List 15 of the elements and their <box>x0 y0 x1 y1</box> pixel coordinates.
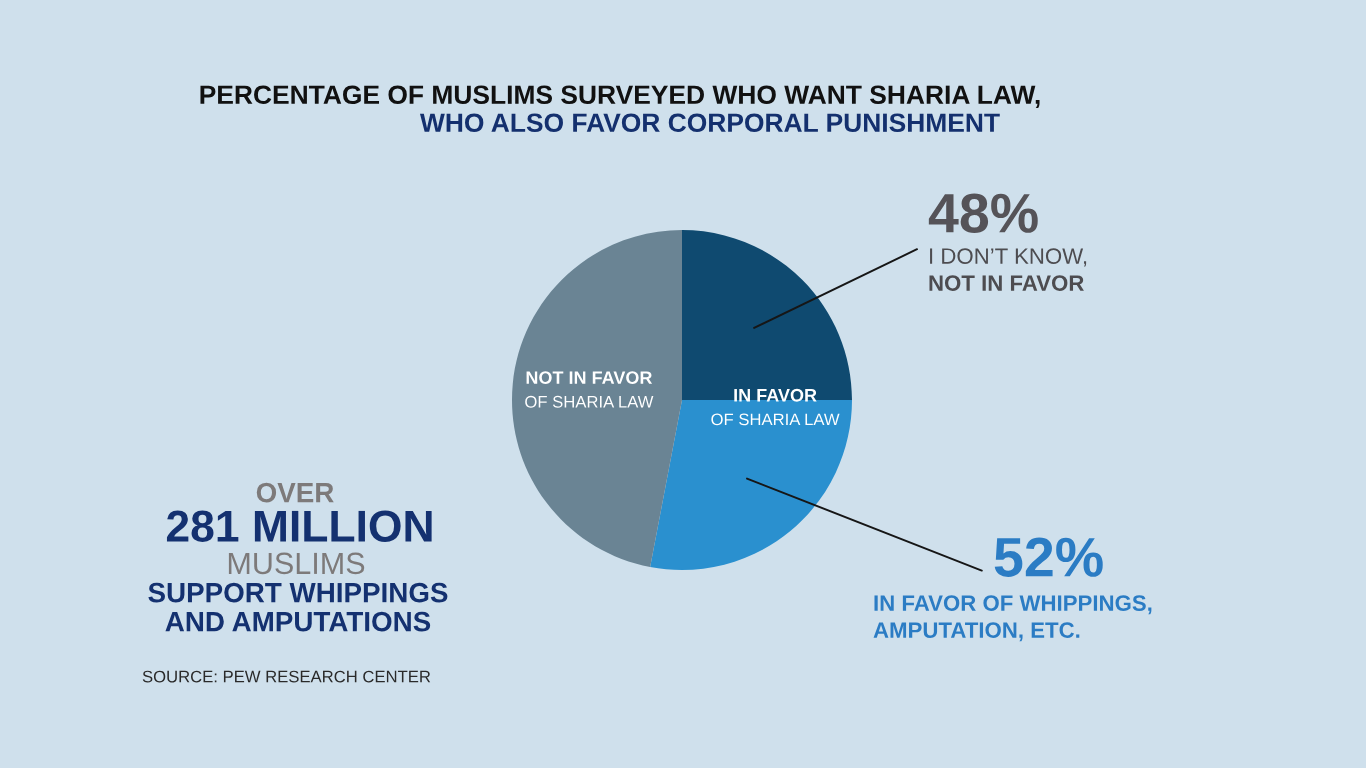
text: SUPPORT WHIPPINGS AND AMPUTATIONS <box>148 582 448 632</box>
text: 52% <box>994 537 1103 577</box>
chart-title: PERCENTAGE OF MUSLIMS SURVEYED WHO WANT SHARIA LAW, <box>200 85 1040 108</box>
text: OVER <box>256 482 334 503</box>
slice-label: NOT IN FAVOR OF SHARIA LAW <box>525 371 654 408</box>
pie-slice <box>682 230 852 400</box>
text: 48% <box>928 193 1038 233</box>
text: MUSLIMS <box>228 552 365 575</box>
source-note: SOURCE: PEW RESEARCH CENTER <box>142 670 431 683</box>
chart-subtitle: WHO ALSO FAVOR CORPORAL PUNISHMENT <box>419 113 1000 133</box>
text: 281 MILLION <box>166 510 432 542</box>
pie-slice <box>512 230 682 567</box>
text: IN FAVOR OF SHARIA LAW <box>711 388 840 426</box>
slice-label: I DON’T KNOW, NOT IN FAVOR <box>929 248 1087 291</box>
slice-label: IN FAVOR OF WHIPPINGS, AMPUTATION, ETC. <box>873 595 1152 642</box>
